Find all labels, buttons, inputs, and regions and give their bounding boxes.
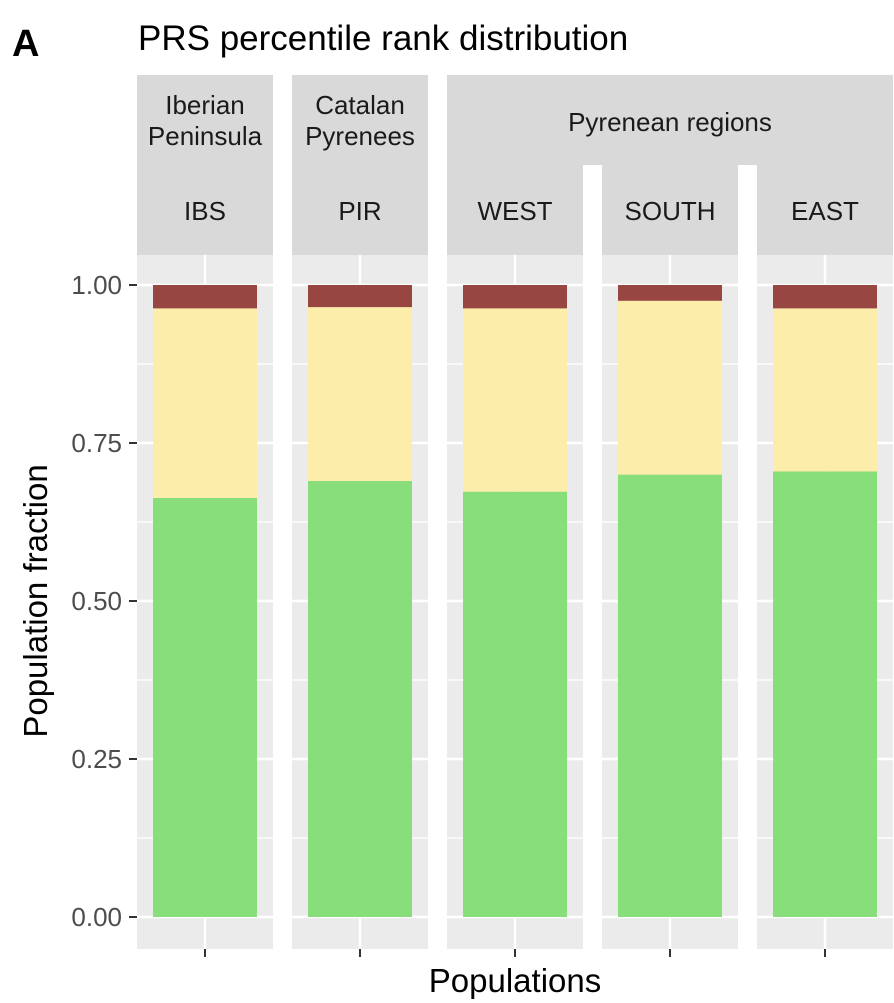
y-axis: 0.00 0.25 0.50 0.75 1.00 [71, 270, 137, 932]
bar-segment-ibs-2 [153, 285, 257, 309]
bar-segment-south-1 [618, 300, 722, 475]
chart-title: PRS percentile rank distribution [138, 19, 628, 58]
facet-panel [447, 255, 583, 949]
facet-panel [137, 255, 273, 949]
facet-strip-label: EAST [791, 196, 859, 226]
bar-segment-south-0 [618, 474, 722, 917]
bar-segment-east-0 [773, 471, 877, 917]
facet-strip [447, 165, 583, 255]
facet-panel [757, 255, 893, 949]
strip-separator [740, 165, 747, 255]
facet-strip-label: WEST [477, 196, 552, 226]
group-strip [447, 75, 893, 165]
bar-segment-pir-2 [308, 285, 412, 308]
group-strip-label: Peninsula [148, 121, 263, 151]
y-tick-label: 0.00 [71, 902, 122, 932]
group-strip-label: Pyrenean regions [568, 107, 772, 137]
bar-segment-pir-1 [308, 307, 412, 481]
facet-strip [602, 165, 738, 255]
bar-segment-east-2 [773, 285, 877, 309]
y-tick-label: 0.50 [71, 586, 122, 616]
panel-letter: A [12, 23, 39, 65]
facet-strip [292, 165, 428, 255]
y-tick-label: 1.00 [71, 270, 122, 300]
y-axis-label: Population fraction [17, 464, 54, 737]
facet-panel [292, 255, 428, 949]
facet-panel [602, 255, 738, 949]
facet-strip [137, 165, 273, 255]
facet-strip [757, 165, 893, 255]
x-axis-label: Populations [429, 962, 601, 999]
bar-segment-east-1 [773, 308, 877, 472]
bar-segment-pir-0 [308, 480, 412, 917]
facet-strip-label: SOUTH [625, 196, 716, 226]
group-strip-label: Pyrenees [305, 121, 415, 151]
bar-segment-ibs-0 [153, 497, 257, 917]
group-strip [137, 75, 273, 165]
group-strip-label: Iberian [165, 90, 245, 120]
facet-panels [137, 255, 893, 949]
facet-strip-label: IBS [184, 196, 226, 226]
y-tick-label: 0.25 [71, 744, 122, 774]
group-strip-label: Catalan [315, 90, 405, 120]
strip-separator [595, 165, 602, 255]
group-strip [292, 75, 428, 165]
x-axis-ticks [204, 949, 826, 957]
facet-strip-label: PIR [338, 196, 381, 226]
bar-segment-ibs-1 [153, 308, 257, 498]
y-tick-label: 0.75 [71, 428, 122, 458]
bar-segment-west-0 [463, 491, 567, 917]
bar-segment-west-2 [463, 285, 567, 309]
bar-segment-west-1 [463, 308, 567, 492]
bar-segment-south-2 [618, 285, 722, 301]
